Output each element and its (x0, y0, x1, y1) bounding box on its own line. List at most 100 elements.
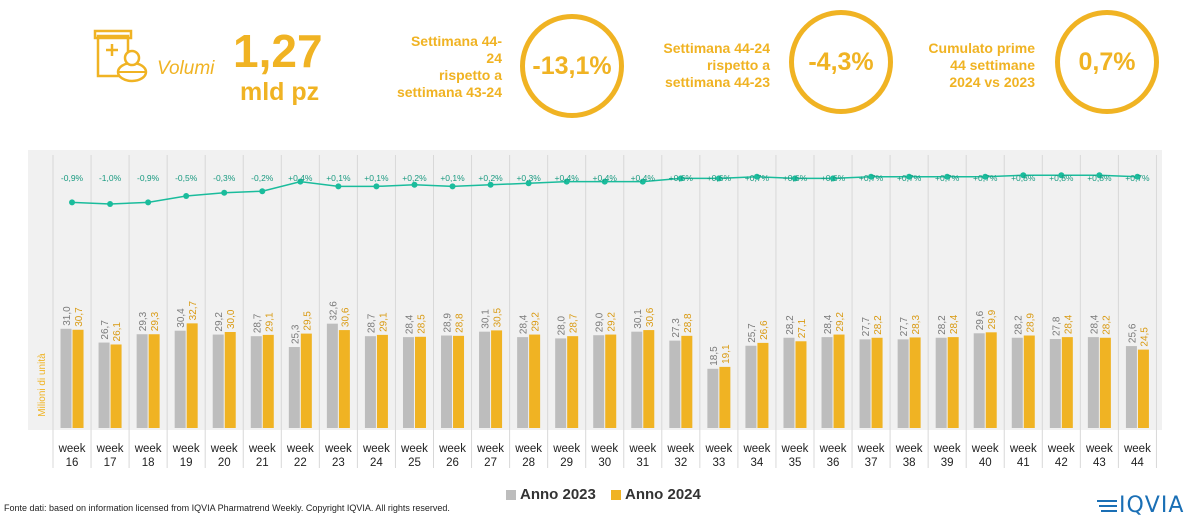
bar-2023 (593, 335, 605, 428)
x-tick-label-number: 18 (142, 457, 155, 469)
cumulative-label: +0,4% (555, 173, 580, 183)
bar-label-2023: 30,1 (633, 309, 644, 329)
bar-2024 (1137, 349, 1149, 428)
bar-label-2023: 30,4 (176, 308, 187, 328)
bar-label-2023: 25,7 (747, 323, 758, 343)
bar-2023 (98, 342, 110, 428)
kpi-2-circle: -4,3% (789, 10, 893, 114)
bar-label-2024: 29,3 (150, 311, 161, 331)
bar-2024 (757, 342, 769, 428)
cumulative-point (297, 178, 304, 185)
bar-2024 (453, 335, 465, 428)
bar-label-2024: 30,0 (226, 309, 237, 329)
cumulative-label: +0,7% (935, 173, 960, 183)
bar-2024 (567, 336, 579, 428)
bar-2024 (985, 332, 997, 428)
cumulative-label: +0,8% (1087, 173, 1112, 183)
cumulative-point (335, 183, 342, 190)
volume-value: 1,27 (233, 25, 323, 77)
cumulative-point (221, 189, 228, 196)
bar-label-2024: 28,4 (1063, 314, 1074, 334)
x-tick-label: week (476, 443, 504, 455)
bar-label-2023: 25,3 (290, 324, 301, 344)
bar-2024 (300, 333, 312, 428)
x-tick-label: week (704, 443, 732, 455)
x-tick-label: week (628, 443, 656, 455)
cumulative-point (449, 183, 456, 190)
cumulative-label: -0,2% (251, 173, 274, 183)
bar-label-2023: 27,3 (671, 318, 682, 338)
x-tick-label: week (248, 443, 276, 455)
bar-2023 (783, 337, 795, 428)
iqvia-mark-icon (1097, 499, 1117, 512)
cumulative-label: +0,7% (897, 173, 922, 183)
volume-unit: mld pz (240, 78, 320, 106)
bar-label-2023: 25,6 (1127, 323, 1138, 343)
x-tick-label: week (400, 443, 428, 455)
x-tick-label-number: 28 (522, 457, 535, 469)
cumulative-label: +0,1% (364, 173, 389, 183)
bar-2023 (555, 338, 567, 428)
bar-label-2024: 28,2 (873, 315, 884, 335)
bar-2023 (136, 334, 148, 428)
bar-2023 (1087, 337, 1099, 428)
bar-2023 (517, 337, 529, 428)
x-tick-label: week (819, 443, 847, 455)
kpi-2-value: -4,3% (808, 47, 874, 76)
bar-label-2023: 32,6 (328, 301, 339, 321)
bar-2024 (376, 334, 388, 428)
bar-label-2023: 29,3 (138, 311, 149, 331)
bar-label-2023: 26,7 (100, 320, 111, 340)
bar-2024 (414, 336, 426, 428)
bar-2024 (947, 337, 959, 428)
bar-label-2024: 30,5 (493, 307, 504, 327)
x-tick-label-number: 42 (1055, 457, 1068, 469)
cumulative-label: +0,8% (1049, 173, 1074, 183)
x-tick-label-number: 34 (751, 457, 764, 469)
bar-label-2023: 28,9 (443, 313, 454, 333)
x-tick-label: week (857, 443, 885, 455)
cumulative-point (563, 178, 570, 185)
bar-label-2023: 29,0 (595, 312, 606, 332)
kpi-1-label: Settimana 44- 24 rispetto a settimana 43… (396, 33, 502, 100)
cumulative-point (183, 193, 190, 199)
cumulative-point (639, 178, 646, 185)
bar-label-2023: 27,8 (1051, 316, 1062, 336)
x-tick-label-number: 26 (446, 457, 459, 469)
x-tick-label-number: 30 (598, 457, 611, 469)
bar-label-2023: 28,7 (366, 313, 377, 333)
bar-label-2023: 29,2 (214, 312, 225, 332)
x-tick-label-number: 21 (256, 457, 269, 469)
cumulative-point (1020, 172, 1027, 179)
x-tick-label-number: 40 (979, 457, 992, 469)
x-tick-label: week (933, 443, 961, 455)
cumulative-label: +0,7% (745, 173, 770, 183)
cumulative-label: +0,4% (288, 173, 313, 183)
iqvia-logo-text: IQVIA (1119, 493, 1185, 518)
x-tick-label-number: 22 (294, 457, 307, 469)
bar-2024 (871, 337, 883, 428)
y-axis-label: Milioni di unità (37, 353, 48, 417)
x-tick-label-number: 33 (712, 457, 725, 469)
x-tick-label: week (172, 443, 200, 455)
bar-label-2024: 27,1 (797, 318, 808, 338)
cumulative-point (1134, 173, 1141, 180)
bar-2023 (479, 331, 491, 428)
x-tick-label-number: 27 (484, 457, 497, 469)
bar-label-2023: 28,7 (252, 313, 263, 333)
bar-label-2023: 28,2 (785, 315, 796, 335)
bar-2023 (250, 336, 262, 428)
x-tick-label: week (1047, 443, 1075, 455)
cumulative-point (525, 180, 532, 187)
x-tick-label-number: 38 (903, 457, 916, 469)
bar-2023 (174, 330, 186, 428)
bar-2023 (707, 368, 719, 428)
x-tick-label: week (781, 443, 809, 455)
x-tick-label-number: 16 (66, 457, 79, 469)
legend-swatch-2024 (611, 489, 621, 500)
bar-label-2024: 29,9 (987, 309, 998, 329)
bar-label-2023: 18,5 (709, 346, 720, 366)
cumulative-point (982, 173, 989, 180)
bar-label-2023: 28,4 (519, 314, 530, 334)
bar-2023 (821, 337, 833, 428)
